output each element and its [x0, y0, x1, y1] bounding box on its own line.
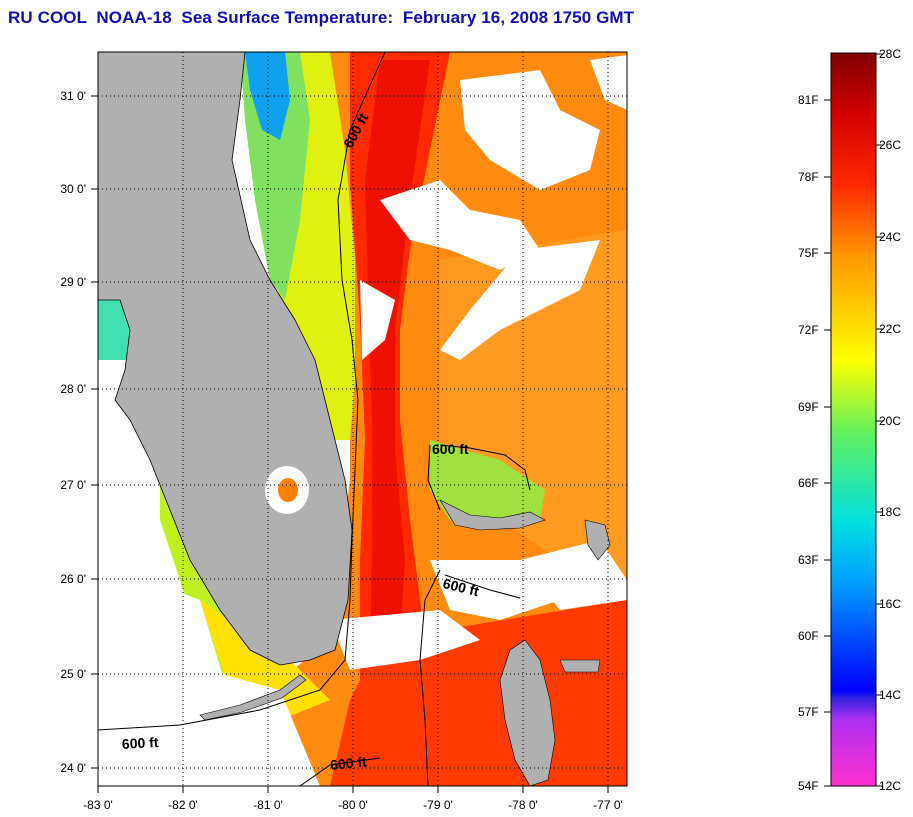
lat-label: 25 0'	[60, 667, 86, 681]
lat-label: 24 0'	[60, 761, 86, 775]
cloud-4	[360, 280, 395, 360]
cloud-1	[460, 70, 600, 190]
colorbar-f-label: 63F	[798, 553, 819, 567]
colorbar-c-label: 16C	[879, 597, 902, 611]
colorbar-f-label: 78F	[798, 170, 819, 184]
colorbar-f-label: 72F	[798, 323, 819, 337]
isobath-600ft-bahamas	[439, 444, 531, 491]
colorbar-c-label: 22C	[879, 322, 902, 336]
colorbar-f-label: 75F	[798, 246, 819, 260]
lon-label: -77 0'	[593, 798, 623, 812]
colorbar-c-label: 12C	[879, 779, 902, 793]
lat-label: 30 0'	[60, 182, 86, 196]
grand-bahama	[439, 499, 546, 531]
lat-label: 28 0'	[60, 382, 86, 396]
florida-keys	[199, 674, 307, 721]
lat-label: 29 0'	[60, 275, 86, 289]
contour-label: 600 ft	[122, 734, 160, 752]
map-frame	[97, 51, 628, 787]
cloud-5	[590, 55, 627, 110]
lon-label: -82 0'	[168, 798, 198, 812]
sst-bahamas-green	[430, 440, 545, 525]
colorbar-c-label: 26C	[879, 138, 902, 152]
colorbar-c-label: 24C	[879, 230, 902, 244]
colorbar-f-label: 81F	[798, 93, 819, 107]
cloud-7	[330, 610, 480, 670]
lat-label: 26 0'	[60, 572, 86, 586]
colorbar-f-label: 66F	[798, 476, 819, 490]
sst-gulfstream-core	[365, 60, 430, 650]
lat-label: 31 0'	[60, 89, 86, 103]
colorbar-ticks	[824, 53, 883, 787]
andros	[499, 639, 556, 786]
lon-label: -81 0'	[253, 798, 283, 812]
lon-label: -83 0'	[83, 798, 113, 812]
colorbar-c-label: 14C	[879, 688, 902, 702]
lat-label: 27 0'	[60, 478, 86, 492]
colorbar-c-label: 18C	[879, 505, 902, 519]
map-title: RU COOL NOAA-18 Sea Surface Temperature:…	[8, 8, 635, 27]
contour-label: 600 ft	[329, 753, 367, 773]
colorbar-f-label: 57F	[798, 705, 819, 719]
cloud-10	[430, 560, 560, 620]
lon-label: -80 0'	[338, 798, 368, 812]
colorbar	[830, 52, 877, 787]
isobath-600ft-south	[419, 569, 441, 786]
cloud-3	[440, 240, 600, 360]
colorbar-c-label: 28C	[879, 47, 902, 61]
cloud-2	[380, 180, 540, 270]
contour-label: 600 ft	[432, 441, 469, 457]
lon-label: -79 0'	[423, 798, 453, 812]
lon-label: -78 0'	[508, 798, 538, 812]
colorbar-f-label: 69F	[798, 400, 819, 414]
colorbar-f-label: 60F	[798, 629, 819, 643]
colorbar-c-label: 20C	[879, 414, 902, 428]
abaco	[584, 519, 611, 561]
graticule	[98, 52, 627, 786]
colorbar-f-label: 54F	[798, 779, 819, 793]
